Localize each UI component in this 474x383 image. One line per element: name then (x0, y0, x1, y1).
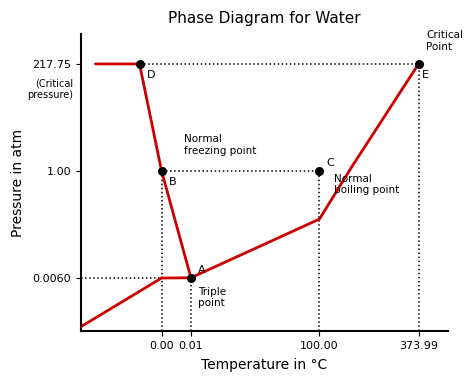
Text: D: D (147, 70, 155, 80)
Text: B: B (169, 177, 176, 187)
Text: Normal
boiling point: Normal boiling point (334, 174, 400, 195)
Text: Normal
freezing point: Normal freezing point (183, 134, 256, 156)
Text: A: A (198, 265, 206, 275)
Text: Triple
point: Triple point (198, 286, 227, 308)
Text: C: C (327, 158, 335, 168)
Text: Critical
Point: Critical Point (426, 30, 463, 52)
Text: E: E (422, 70, 429, 80)
X-axis label: Temperature in °C: Temperature in °C (201, 358, 328, 372)
Y-axis label: Pressure in atm: Pressure in atm (11, 129, 25, 237)
Text: (Critical
pressure): (Critical pressure) (27, 79, 73, 100)
Title: Phase Diagram for Water: Phase Diagram for Water (168, 11, 361, 26)
